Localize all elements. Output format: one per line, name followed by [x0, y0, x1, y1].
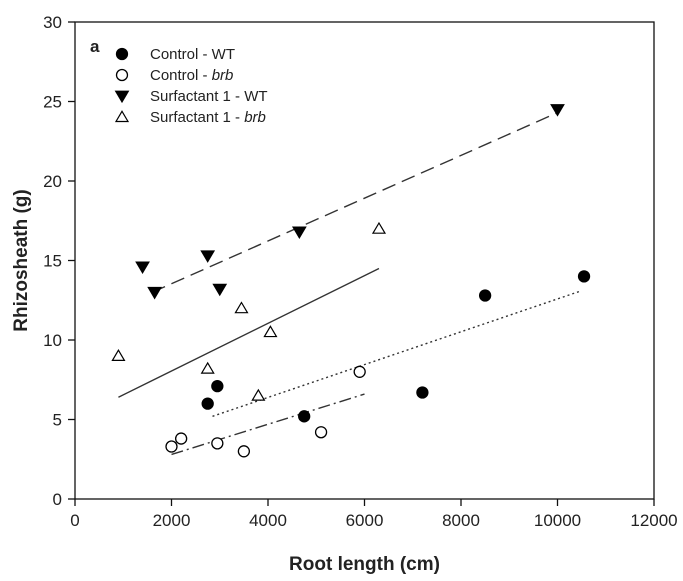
legend-label: Surfactant 1 - brb	[150, 109, 266, 126]
data-markers	[111, 104, 591, 458]
data-point	[550, 104, 565, 117]
x-tick-label: 2000	[153, 511, 191, 530]
x-tick-label: 4000	[249, 511, 287, 530]
x-tick-label: 10000	[534, 511, 581, 530]
data-point	[201, 397, 214, 410]
y-axis-title: Rhizosheath (g)	[11, 189, 32, 332]
y-tick-label: 30	[43, 13, 62, 32]
data-point	[298, 410, 311, 423]
y-axis: 0 5 10 15 20 25 30	[43, 13, 75, 509]
legend-marker	[115, 47, 129, 61]
data-point	[263, 325, 278, 338]
data-point	[174, 432, 188, 445]
x-tick-label: 6000	[346, 511, 384, 530]
x-axis: 0 2000 4000 6000 8000 10000 12000	[70, 499, 678, 530]
y-tick-label: 15	[43, 252, 62, 271]
x-tick-label: 0	[70, 511, 79, 530]
y-tick-label: 10	[43, 331, 62, 350]
legend-label: Control - WT	[150, 46, 235, 63]
data-point	[237, 445, 251, 458]
data-point	[478, 289, 492, 302]
y-tick-label: 5	[53, 411, 62, 430]
data-point	[200, 361, 215, 374]
data-point	[211, 379, 224, 393]
fit-line	[118, 267, 380, 398]
x-tick-label: 8000	[442, 511, 480, 530]
data-point	[212, 283, 228, 297]
legend: Control - WT Control - brb Surfactant 1 - …	[114, 46, 268, 126]
data-point	[135, 261, 150, 275]
y-tick-label: 20	[43, 172, 62, 191]
y-tick-label: 25	[43, 93, 62, 112]
data-point	[251, 388, 266, 401]
panel-label: a	[90, 37, 100, 56]
data-point	[200, 250, 216, 263]
data-point	[111, 349, 126, 361]
data-point	[314, 426, 328, 439]
data-point	[165, 440, 178, 453]
fit-line	[171, 393, 365, 456]
data-point	[353, 365, 366, 378]
fit-lines	[118, 111, 582, 456]
data-point	[291, 226, 307, 240]
legend-label: Surfactant 1 - WT	[150, 88, 268, 105]
data-point	[577, 270, 591, 283]
x-tick-label: 12000	[630, 511, 677, 530]
legend-label: Control - brb	[150, 67, 233, 84]
legend-marker	[115, 68, 129, 82]
legend-marker	[114, 90, 130, 104]
fit-line	[212, 290, 582, 417]
y-tick-label: 0	[53, 490, 62, 509]
fit-line	[151, 111, 558, 293]
legend-marker	[114, 110, 130, 123]
data-point	[416, 386, 429, 399]
data-point	[147, 286, 162, 300]
data-point	[234, 301, 249, 314]
x-axis-title: Root length (cm)	[289, 554, 440, 575]
data-point	[371, 221, 387, 234]
data-point	[211, 437, 224, 450]
